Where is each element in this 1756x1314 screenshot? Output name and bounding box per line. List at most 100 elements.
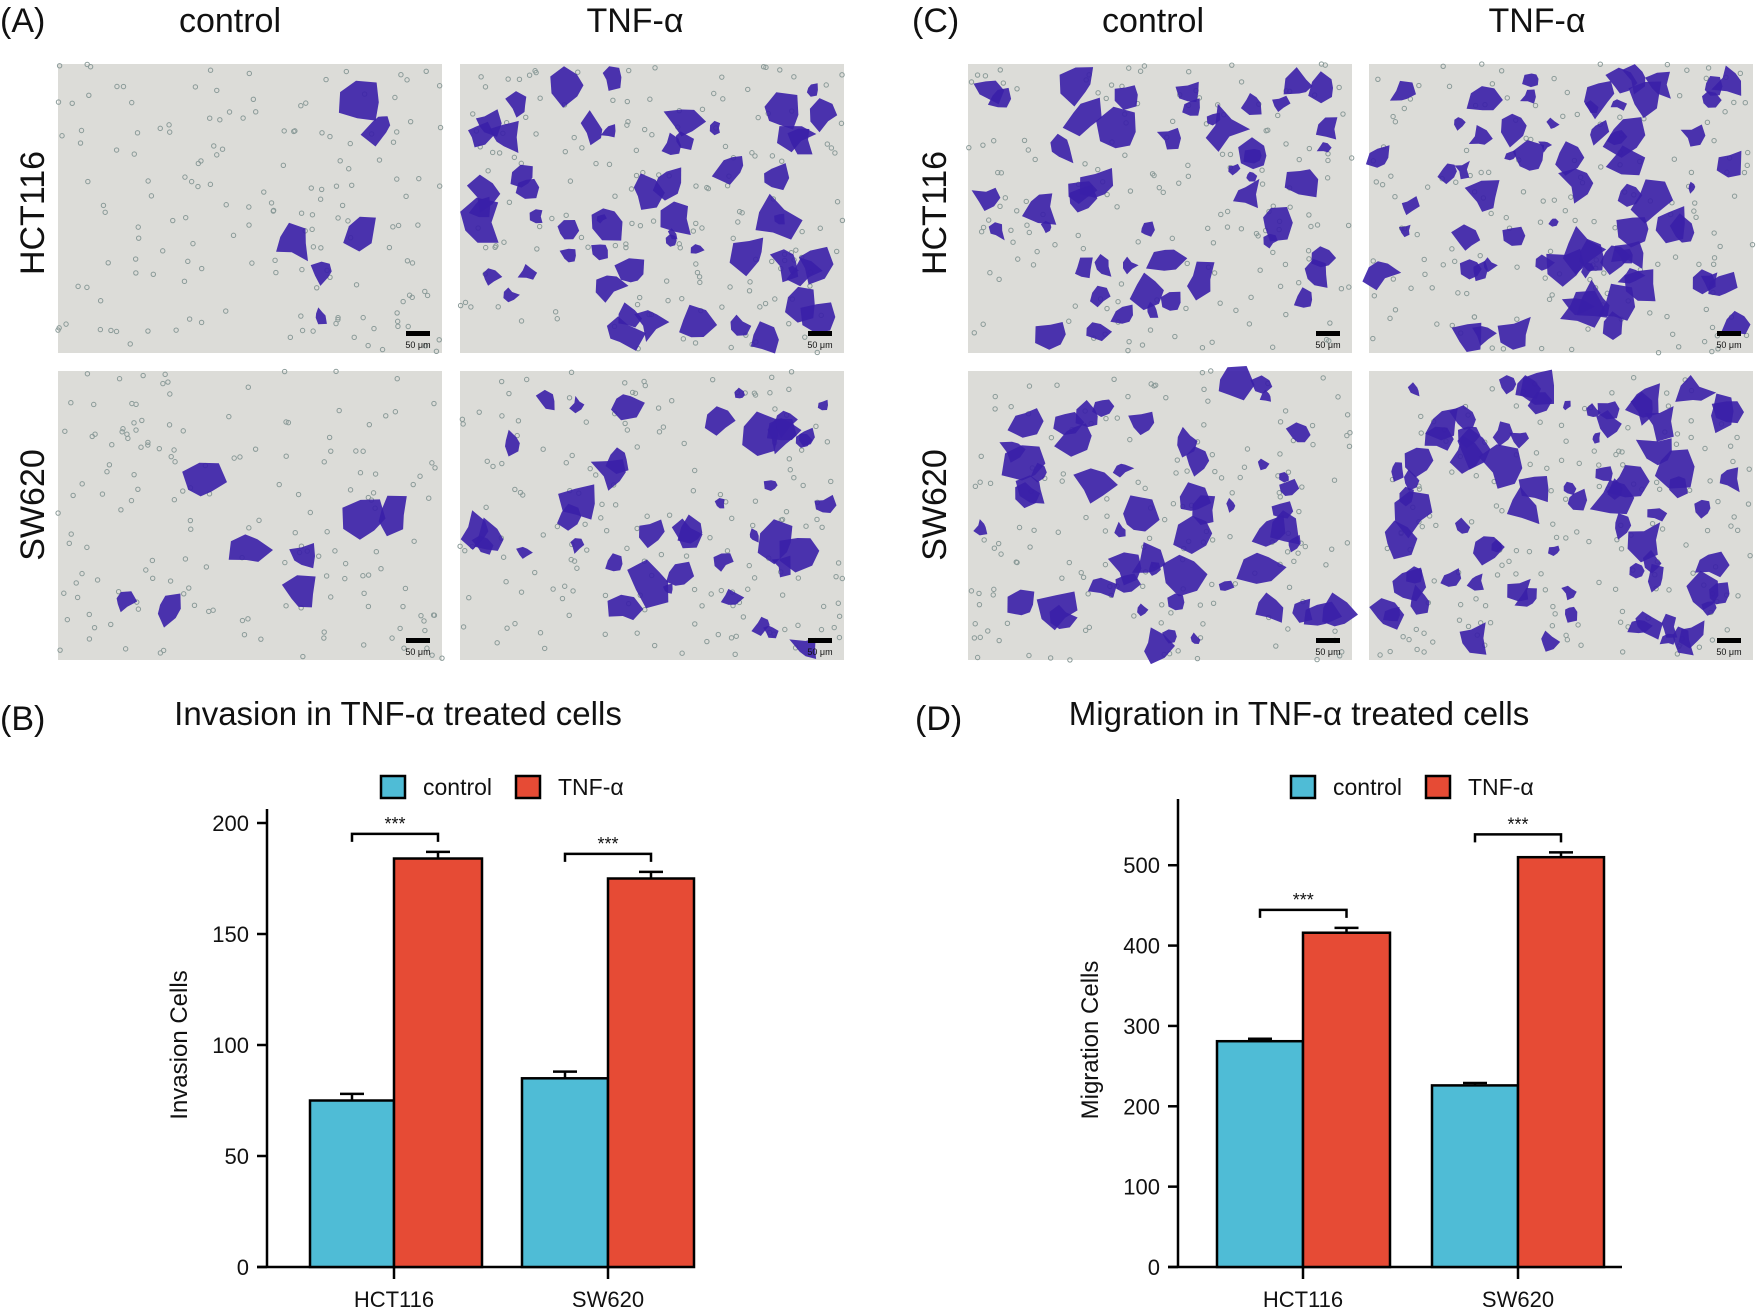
membrane-pore [1401,105,1408,112]
membrane-pore [550,586,556,592]
membrane-pore [424,292,431,299]
membrane-pore [1576,460,1582,467]
stained-cell [1137,603,1149,617]
membrane-pore [422,627,428,634]
stained-cell [1464,180,1500,212]
membrane-pore [739,210,745,216]
stained-cell [1240,93,1262,115]
membrane-pore [968,79,975,85]
membrane-pore [62,428,68,434]
stained-cell [1504,150,1517,161]
membrane-pore [1004,620,1011,627]
membrane-pore [1479,61,1485,67]
membrane-pore [1746,466,1752,472]
stained-cell [1527,392,1553,415]
membrane-pore [683,553,690,559]
membrane-pore [223,308,229,314]
membrane-pore [769,258,775,265]
stained-cell [1454,160,1470,180]
membrane-pore [699,106,706,113]
stained-cell [1263,207,1293,242]
stained-cell [281,575,316,608]
membrane-pore [490,463,496,470]
legend-label-tnf: TNF-α [1468,774,1534,800]
membrane-pore [1259,167,1265,173]
membrane-pore [707,534,713,541]
membrane-pore [1745,149,1751,156]
stained-cell [1279,472,1289,483]
membrane-pore [1574,529,1580,535]
membrane-pore [1127,436,1133,443]
membrane-pore [1564,89,1570,96]
membrane-pore [1540,198,1546,204]
membrane-pore [398,72,404,78]
stained-cell [742,411,778,456]
stained-cell [1040,220,1052,234]
membrane-pore [708,591,714,597]
membrane-pore [135,235,142,241]
membrane-pore [1263,127,1269,134]
stained-cell [1595,466,1613,481]
membrane-pore [624,98,631,105]
stained-cell [1644,406,1674,442]
stained-cell [1186,446,1210,477]
membrane-pore [140,372,146,379]
membrane-pore [1591,448,1597,454]
significance-bracket [1258,908,1348,918]
membrane-pore [1674,651,1681,657]
stained-cell [1315,117,1338,140]
membrane-pore [1473,596,1479,602]
membrane-pore [834,248,840,255]
membrane-pore [1229,62,1235,68]
stained-cell [289,543,315,569]
scale-bar [1316,331,1340,336]
membrane-pore [1433,522,1439,529]
stained-cell [1437,163,1457,185]
membrane-pore [966,144,972,151]
membrane-pore [1344,540,1351,546]
membrane-pore [1406,636,1412,643]
stained-cell [713,553,734,572]
stained-cell [763,480,778,491]
stained-cell [667,228,678,240]
stained-cell [764,92,799,130]
stained-cell [729,237,764,277]
membrane-pore [335,316,341,323]
membrane-pore [436,183,443,189]
stained-cell [1272,95,1291,112]
micrograph-a-1-1: 50 μm [457,369,845,660]
membrane-pore [326,434,333,441]
membrane-pore [373,549,380,555]
membrane-pore [1185,173,1192,179]
row-label-c-hct116: HCT116 [916,151,954,275]
membrane-pore [512,620,518,627]
membrane-pore [1027,544,1033,550]
membrane-pore [186,316,193,322]
membrane-pore [554,523,561,530]
membrane-pore [692,340,699,346]
stained-cell [1094,254,1112,277]
membrane-pore [494,640,500,646]
membrane-pore [1690,570,1696,576]
membrane-pore [709,376,716,383]
membrane-pore [834,199,841,205]
stained-cell [1497,316,1531,350]
membrane-pore [1619,449,1625,455]
membrane-pore [1747,552,1753,559]
membrane-pore [1205,398,1211,404]
membrane-pore [1503,214,1509,221]
stained-cell [1655,206,1685,244]
membrane-pore [1499,508,1505,514]
stained-cell [988,222,1005,241]
membrane-pore [281,128,287,134]
membrane-pore [478,74,484,80]
col-label-c-control: control [1102,2,1204,40]
membrane-pore [372,471,379,477]
membrane-pore [378,566,384,572]
membrane-pore [1728,523,1734,529]
membrane-pore [1562,496,1569,502]
membrane-pore [1306,145,1313,152]
membrane-pore [485,168,491,174]
stained-cell [1131,542,1166,573]
bar-tnf-hct116 [1301,931,1392,1269]
